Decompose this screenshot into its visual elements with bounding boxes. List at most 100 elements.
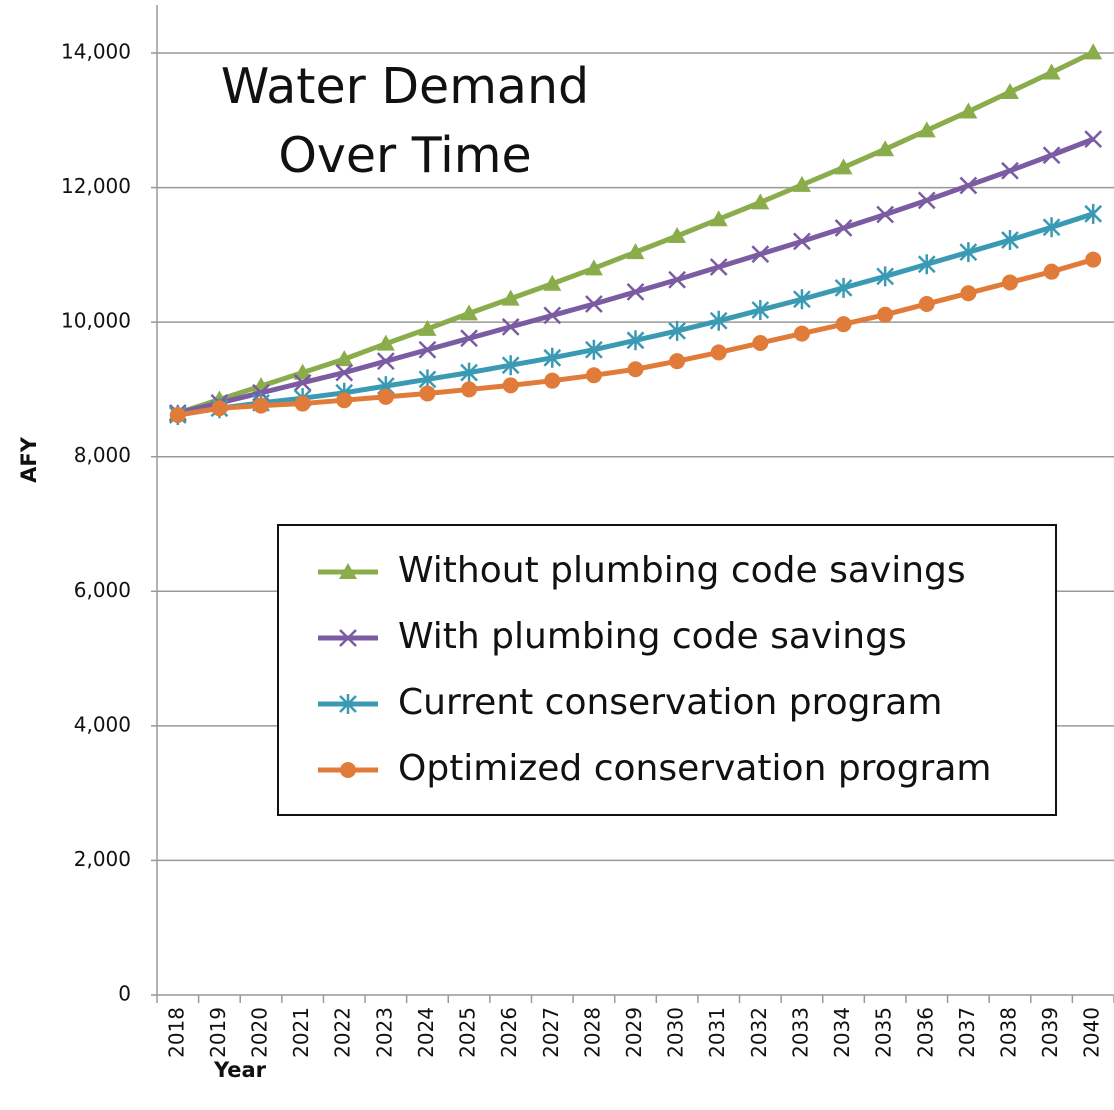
marker bbox=[1042, 146, 1061, 165]
marker bbox=[834, 277, 853, 298]
x-axis-label: Year bbox=[213, 1058, 267, 1082]
legend-label: With plumbing code savings bbox=[398, 616, 907, 657]
x-tick-label: 2029 bbox=[622, 1007, 646, 1058]
marker bbox=[877, 306, 894, 323]
marker bbox=[960, 285, 977, 302]
marker bbox=[585, 367, 602, 384]
y-tick-label: 4,000 bbox=[74, 712, 131, 736]
x-tick-label: 2036 bbox=[913, 1007, 937, 1058]
marker bbox=[710, 344, 727, 361]
marker bbox=[543, 306, 562, 325]
marker bbox=[668, 270, 686, 289]
marker bbox=[1001, 230, 1019, 251]
legend-label: Optimized conservation program bbox=[398, 748, 992, 789]
x-tick-label: 2025 bbox=[456, 1007, 480, 1058]
marker bbox=[917, 121, 936, 138]
marker bbox=[876, 205, 895, 224]
x-tick-label: 2035 bbox=[872, 1007, 896, 1058]
marker bbox=[543, 347, 562, 368]
marker bbox=[335, 363, 354, 382]
marker bbox=[669, 353, 686, 370]
marker bbox=[1000, 83, 1019, 100]
chart-title: Water Demand Over Time bbox=[220, 58, 590, 184]
legend: Without plumbing code savings With plumbi… bbox=[277, 524, 1057, 816]
marker bbox=[377, 388, 394, 405]
marker bbox=[1043, 263, 1060, 280]
marker bbox=[293, 363, 312, 380]
marker bbox=[959, 176, 978, 195]
marker bbox=[751, 193, 770, 210]
marker bbox=[626, 243, 645, 260]
marker bbox=[792, 175, 811, 192]
marker bbox=[917, 191, 936, 210]
legend-label: Without plumbing code savings bbox=[398, 550, 966, 591]
marker bbox=[418, 340, 437, 359]
marker bbox=[335, 350, 354, 367]
marker bbox=[876, 266, 895, 287]
x-tick-label: 2028 bbox=[580, 1007, 604, 1058]
x-tick-label: 2031 bbox=[705, 1007, 729, 1058]
marker bbox=[626, 282, 645, 301]
x-tick-label: 2023 bbox=[372, 1007, 396, 1058]
marker bbox=[709, 310, 728, 331]
x-tick-label: 2037 bbox=[955, 1007, 979, 1058]
x-tick-label: 2022 bbox=[331, 1007, 355, 1058]
x-tick-label: 2020 bbox=[248, 1007, 272, 1058]
marker bbox=[1001, 274, 1018, 291]
marker bbox=[339, 629, 357, 647]
x-tick-label: 2033 bbox=[788, 1007, 812, 1058]
x-tick-label: 2018 bbox=[164, 1007, 188, 1058]
marker bbox=[876, 140, 895, 157]
marker bbox=[293, 373, 312, 392]
y-tick-label: 12,000 bbox=[61, 174, 131, 198]
y-tick-label: 2,000 bbox=[74, 847, 131, 871]
marker bbox=[211, 400, 228, 417]
marker bbox=[419, 385, 436, 402]
marker bbox=[460, 362, 478, 383]
marker bbox=[585, 295, 603, 313]
x-tick-label: 2019 bbox=[206, 1007, 230, 1058]
marker bbox=[460, 304, 479, 321]
x-tick-label: 2027 bbox=[539, 1007, 563, 1058]
series bbox=[168, 130, 1103, 422]
y-tick-label: 0 bbox=[118, 982, 131, 1006]
marker bbox=[627, 361, 644, 378]
marker bbox=[1042, 63, 1061, 80]
x-tick-label: 2032 bbox=[747, 1007, 771, 1058]
marker bbox=[339, 563, 357, 579]
marker bbox=[917, 254, 936, 275]
marker bbox=[1084, 130, 1103, 149]
x-tick-label: 2040 bbox=[1080, 1007, 1104, 1058]
marker bbox=[835, 316, 852, 333]
marker bbox=[501, 317, 520, 336]
marker bbox=[1085, 251, 1102, 268]
marker bbox=[169, 406, 186, 423]
marker bbox=[543, 274, 562, 291]
marker bbox=[1042, 217, 1061, 238]
x-tick-label: 2024 bbox=[414, 1007, 438, 1058]
legend-label: Current conservation program bbox=[398, 682, 942, 723]
y-tick-label: 14,000 bbox=[61, 40, 131, 64]
marker bbox=[418, 319, 437, 336]
marker bbox=[1084, 203, 1103, 224]
series bbox=[169, 251, 1102, 423]
marker bbox=[668, 227, 687, 244]
marker bbox=[253, 397, 270, 414]
y-tick-label: 8,000 bbox=[74, 443, 131, 467]
marker bbox=[959, 102, 978, 119]
marker bbox=[501, 289, 520, 306]
marker bbox=[501, 355, 520, 376]
marker bbox=[544, 372, 561, 389]
marker bbox=[959, 242, 978, 263]
marker bbox=[752, 335, 769, 352]
x-tick-label: 2034 bbox=[830, 1007, 854, 1058]
marker bbox=[751, 300, 770, 321]
y-axis-label: AFY bbox=[17, 436, 41, 483]
marker bbox=[793, 289, 811, 310]
marker bbox=[339, 694, 357, 714]
y-tick-label: 6,000 bbox=[74, 578, 131, 602]
marker bbox=[626, 330, 645, 351]
marker bbox=[918, 295, 935, 312]
